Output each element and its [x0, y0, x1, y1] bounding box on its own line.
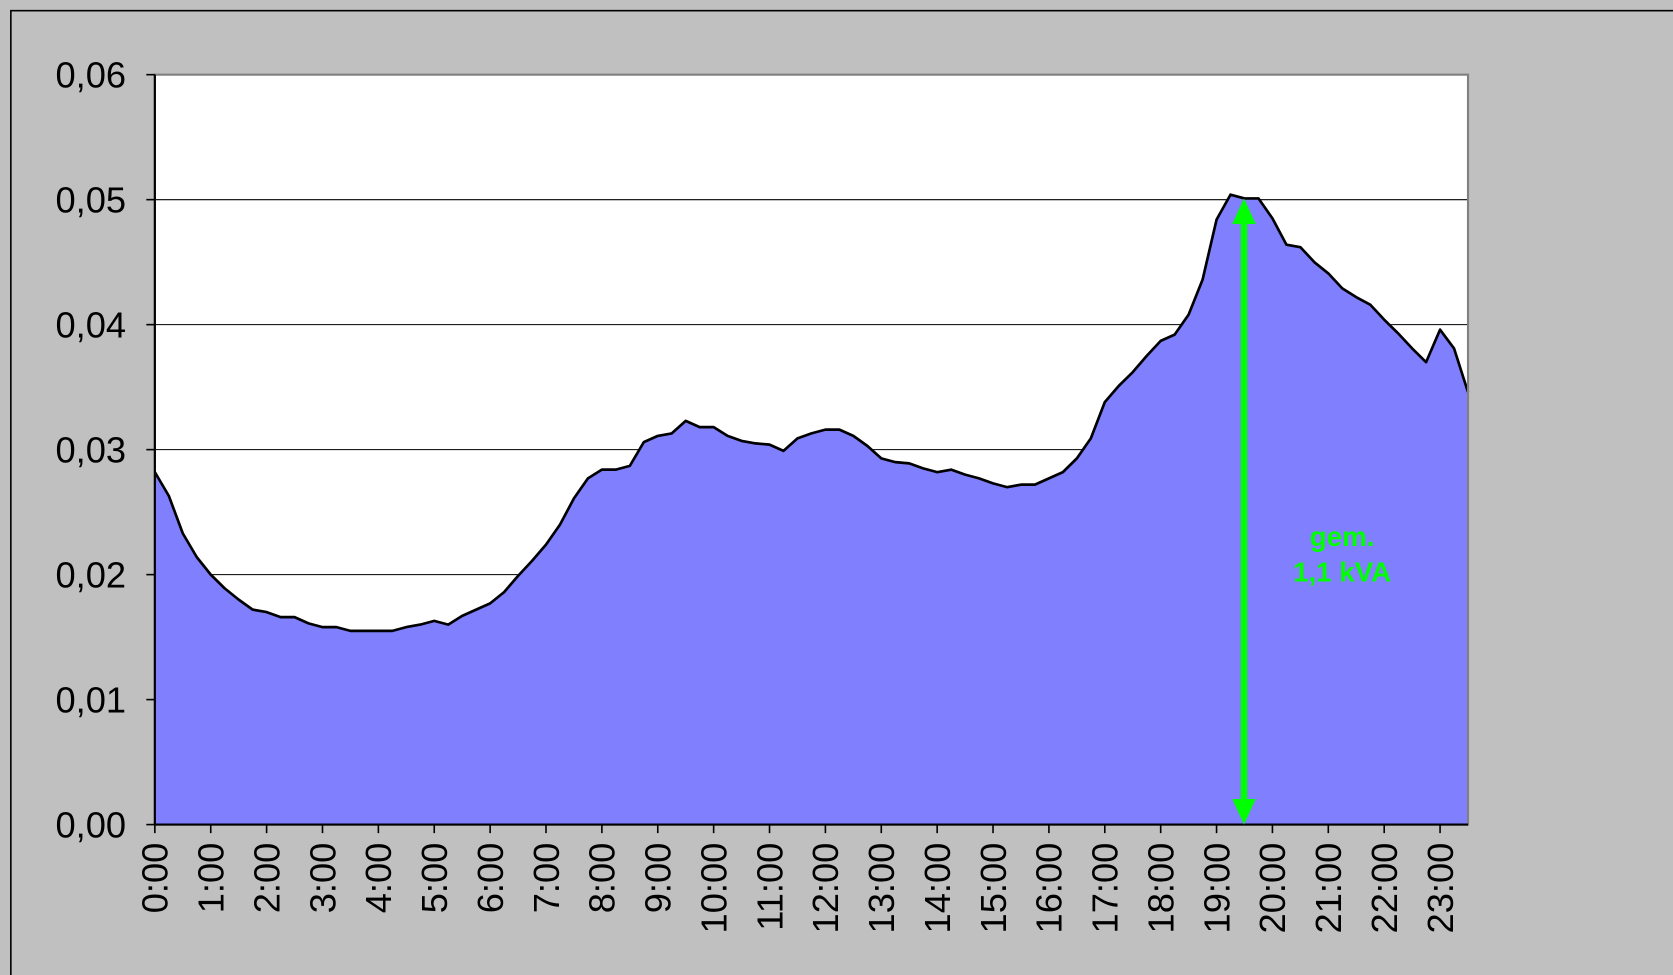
x-tick-label: 5:00: [414, 843, 455, 914]
x-tick-label: 13:00: [861, 843, 902, 934]
area: [154, 194, 1469, 825]
y-tick-label: 0,05: [55, 179, 126, 220]
x-tick-label: 17:00: [1085, 843, 1126, 934]
area-outline: [153, 193, 1470, 633]
x-tick-label: 8:00: [582, 843, 623, 914]
range-arrow: [1232, 198, 1256, 825]
x-tick-label: 3:00: [302, 843, 343, 914]
y-tick-label: 0,00: [55, 804, 126, 845]
x-tick-label: 0:00: [135, 843, 176, 914]
arrow-head: [1232, 798, 1256, 825]
x-tick-label: 12:00: [805, 843, 846, 934]
x-tick-label: 11:00: [749, 843, 790, 931]
y-tick-label: 0,01: [55, 679, 126, 720]
annotation: gem.: [1310, 521, 1375, 552]
area-layer: [153, 193, 1470, 825]
x-tick-label: 2:00: [246, 843, 287, 914]
y-tick-label: 0,02: [55, 554, 126, 595]
x-tick-label: 14:00: [917, 843, 958, 934]
annotation: 1,1 kVA: [1293, 556, 1391, 587]
x-tick-label: 16:00: [1029, 843, 1070, 934]
x-tick-label: 22:00: [1364, 843, 1405, 934]
axes: 0,00 0,01 0,02 0,03 0,04 0,05 0,06 0:00 1:00 2:00…: [55, 54, 1469, 934]
x-tick-label: 21:00: [1308, 843, 1349, 934]
x-tick-label: 19:00: [1196, 843, 1237, 934]
y-tick-label: 0,06: [55, 54, 126, 95]
x-tick-label: 9:00: [638, 843, 679, 914]
x-tick-label: 1:00: [191, 843, 232, 914]
x-tick-label: 15:00: [973, 843, 1014, 934]
x-tick-label: 7:00: [526, 843, 567, 914]
arrow-head: [1232, 198, 1256, 225]
x-tick-label: 20:00: [1252, 843, 1293, 934]
x-tick-label: 10:00: [693, 843, 734, 934]
y-tick-label: 0,03: [55, 429, 126, 470]
y-tick-label: 0,04: [55, 304, 126, 345]
x-tick-label: 18:00: [1140, 843, 1181, 934]
x-tick-label: 4:00: [358, 843, 399, 914]
x-tick-label: 6:00: [470, 843, 511, 914]
x-tick-label: 23:00: [1420, 843, 1461, 934]
